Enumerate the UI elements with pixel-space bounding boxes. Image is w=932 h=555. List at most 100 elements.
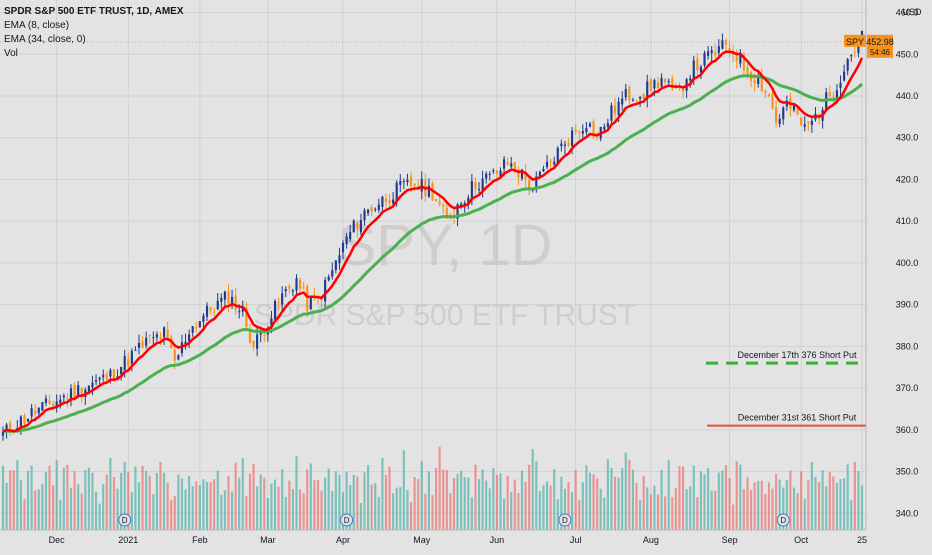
volume-bar [510, 492, 513, 530]
candle-body [195, 327, 198, 329]
volume-bar [62, 467, 65, 530]
dividend-marker-label: D [122, 516, 128, 525]
candle-body [152, 337, 155, 339]
candle-body [596, 136, 599, 138]
volume-bar [84, 469, 87, 530]
price-tick-label: 410.0 [896, 216, 919, 226]
volume-bar [234, 462, 237, 530]
candle-body [148, 334, 151, 336]
candle-body [23, 415, 26, 424]
volume-bar [832, 476, 835, 530]
dividend-marker-label: D [562, 516, 568, 525]
watermark-name: SPDR S&P 500 ETF TRUST [254, 299, 636, 332]
volume-bar [792, 487, 796, 530]
indicator-ema-fast[interactable]: EMA (8, close) [4, 20, 70, 31]
volume-bar [517, 493, 520, 530]
price-tag-countdown: 54:46 [870, 48, 891, 57]
candle-body [127, 359, 130, 366]
candle-body [30, 408, 33, 417]
candle-body [402, 181, 405, 183]
volume-bar [349, 485, 352, 530]
volume-bar [23, 499, 26, 530]
candle-body [742, 54, 745, 70]
volume-bar [656, 494, 660, 530]
candle-body [245, 307, 248, 327]
candle-body [341, 242, 345, 253]
volume-bar [241, 457, 244, 530]
candle-body [639, 96, 642, 99]
volume-bar [359, 502, 362, 530]
volume-bar [671, 497, 674, 530]
candle-body [227, 291, 230, 305]
volume-bar [821, 470, 824, 530]
candle-body [399, 180, 402, 185]
candle-body [592, 121, 595, 138]
price-axis[interactable] [866, 0, 932, 550]
volume-bar [345, 471, 348, 530]
volume-bar [639, 500, 642, 530]
volume-bar [59, 499, 62, 530]
volume-bar [170, 499, 173, 530]
volume-bar [370, 484, 373, 530]
candle-body [284, 289, 287, 292]
candle-body [792, 105, 796, 111]
volume-bar [699, 471, 703, 530]
volume-bar [674, 488, 677, 530]
volume-bar [442, 469, 445, 530]
volume-bar [553, 469, 556, 530]
candle-body [767, 94, 771, 96]
candle-body [230, 296, 234, 305]
volume-bar [166, 482, 169, 530]
symbol-title[interactable]: SPDR S&P 500 ETF TRUST, 1D, AMEX [4, 6, 184, 17]
candle-body [320, 299, 323, 301]
candle-body [87, 385, 90, 392]
volume-bar [123, 461, 126, 530]
volume-bar [205, 481, 209, 530]
volume-bar [549, 485, 552, 530]
volume-bar [742, 489, 745, 530]
candle-body [109, 369, 112, 377]
volume-bar [664, 496, 667, 530]
candle-body [760, 74, 763, 92]
candle-body [574, 129, 577, 132]
volume-bar [216, 470, 219, 530]
volume-bar [624, 452, 627, 530]
volume-bar [495, 474, 498, 530]
candle-body [707, 51, 710, 56]
price-tick-label: 430.0 [896, 133, 919, 143]
indicator-volume[interactable]: Vol [4, 48, 18, 59]
volume-bar [281, 469, 284, 530]
candle-body [123, 356, 126, 370]
volume-bar [492, 468, 495, 530]
volume-bar [427, 471, 430, 530]
price-tick-label: 350.0 [896, 467, 919, 477]
volume-bar [839, 478, 842, 530]
candle-body [495, 170, 498, 174]
volume-bar [363, 472, 366, 530]
volume-bar [145, 470, 148, 530]
time-axis[interactable] [0, 530, 932, 550]
volume-bar [642, 476, 645, 530]
volume-bar [313, 480, 316, 530]
volume-bar [109, 457, 112, 530]
volume-bar [34, 490, 37, 530]
candle-body [603, 126, 606, 130]
candle-body [91, 382, 94, 388]
volume-bar [152, 494, 155, 530]
volume-bar [141, 465, 144, 530]
candle-body [202, 315, 205, 322]
volume-bar [431, 495, 434, 530]
indicator-ema-slow[interactable]: EMA (34, close, 0) [4, 34, 86, 45]
volume-bar [413, 477, 416, 530]
volume-bar [223, 490, 226, 530]
volume-bar [424, 493, 427, 530]
volume-bar [5, 482, 8, 530]
volume-bar [220, 494, 223, 530]
candle-body [281, 293, 284, 305]
volume-bar [55, 460, 58, 530]
candle-body [406, 179, 409, 183]
